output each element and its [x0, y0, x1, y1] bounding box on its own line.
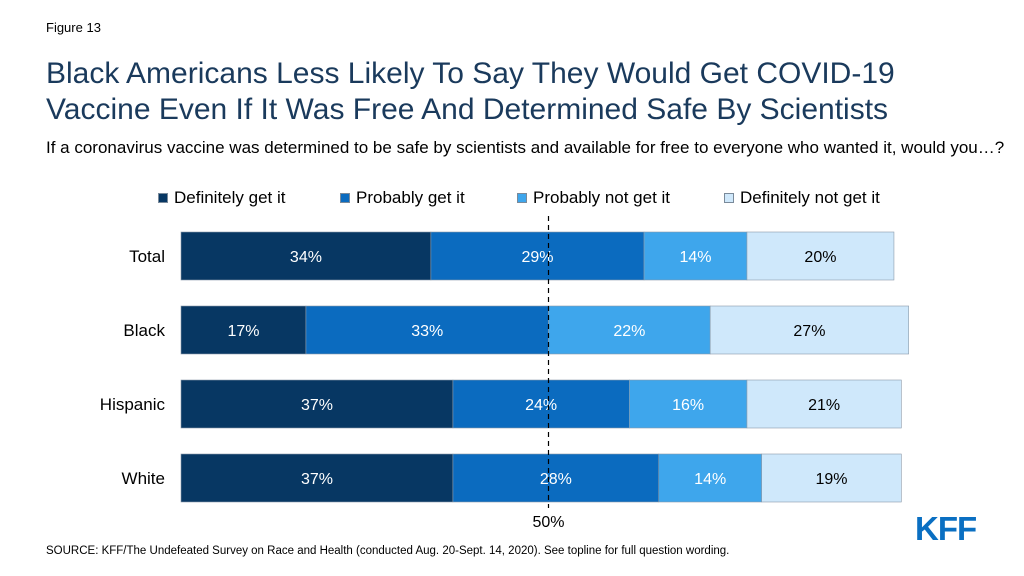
- legend-label: Definitely get it: [174, 188, 286, 207]
- bar-segment: [452, 379, 630, 429]
- legend-label: Probably not get it: [533, 188, 671, 207]
- data-label: 19%: [815, 471, 847, 488]
- legend-swatch: [158, 193, 168, 203]
- category-label: Total: [129, 247, 165, 266]
- bar-segment: [746, 231, 895, 281]
- legend-swatch: [724, 193, 734, 203]
- kff-logo: KFF: [915, 510, 977, 544]
- legend-item: Probably not get it: [517, 188, 670, 208]
- source-note: SOURCE: KFF/The Undefeated Survey on Rac…: [46, 545, 730, 557]
- data-label: 37%: [301, 471, 333, 488]
- data-label: 34%: [290, 249, 322, 266]
- chart-title: Black Americans Less Likely To Say They …: [46, 57, 895, 126]
- data-label: 14%: [694, 471, 726, 488]
- data-label: 33%: [411, 323, 443, 340]
- data-label: 14%: [679, 249, 711, 266]
- kff-logo-text: KFF: [915, 510, 976, 544]
- data-label: 20%: [804, 249, 836, 266]
- bar-segment: [180, 453, 454, 503]
- chart-subtitle: If a coronavirus vaccine was determined …: [46, 138, 1005, 157]
- legend-item: Definitely not get it: [724, 188, 880, 208]
- category-label: Black: [123, 321, 165, 340]
- figure-label: Figure 13: [46, 20, 101, 35]
- data-label: 37%: [301, 397, 333, 414]
- data-label: 22%: [613, 323, 645, 340]
- bar-segment: [658, 453, 762, 503]
- category-label: Hispanic: [100, 395, 166, 414]
- legend-swatch: [517, 193, 527, 203]
- reference-line-label: 50%: [532, 514, 564, 531]
- legend-item: Definitely get it: [158, 188, 286, 208]
- bar-segment: [305, 305, 549, 355]
- bar-segment: [548, 305, 711, 355]
- bar-segment: [761, 453, 902, 503]
- bar-segment: [180, 305, 307, 355]
- legend-label: Definitely not get it: [740, 188, 880, 207]
- bar-segment: [629, 379, 748, 429]
- data-label: 27%: [793, 323, 825, 340]
- legend-swatch: [340, 193, 350, 203]
- bar-segment: [746, 379, 902, 429]
- data-label: 29%: [521, 249, 553, 266]
- legend: Definitely get it Probably get it Probably…: [0, 188, 1024, 212]
- bar-segment: [180, 231, 432, 281]
- data-label: 24%: [525, 397, 557, 414]
- bar-segment: [709, 305, 909, 355]
- bar-segment: [180, 379, 454, 429]
- data-label: 16%: [672, 397, 704, 414]
- legend-item: Probably get it: [340, 188, 465, 208]
- category-label: White: [122, 469, 165, 488]
- data-label: 17%: [227, 323, 259, 340]
- legend-label: Probably get it: [356, 188, 465, 207]
- data-label: 28%: [540, 471, 572, 488]
- bar-segment: [452, 453, 660, 503]
- data-label: 21%: [808, 397, 840, 414]
